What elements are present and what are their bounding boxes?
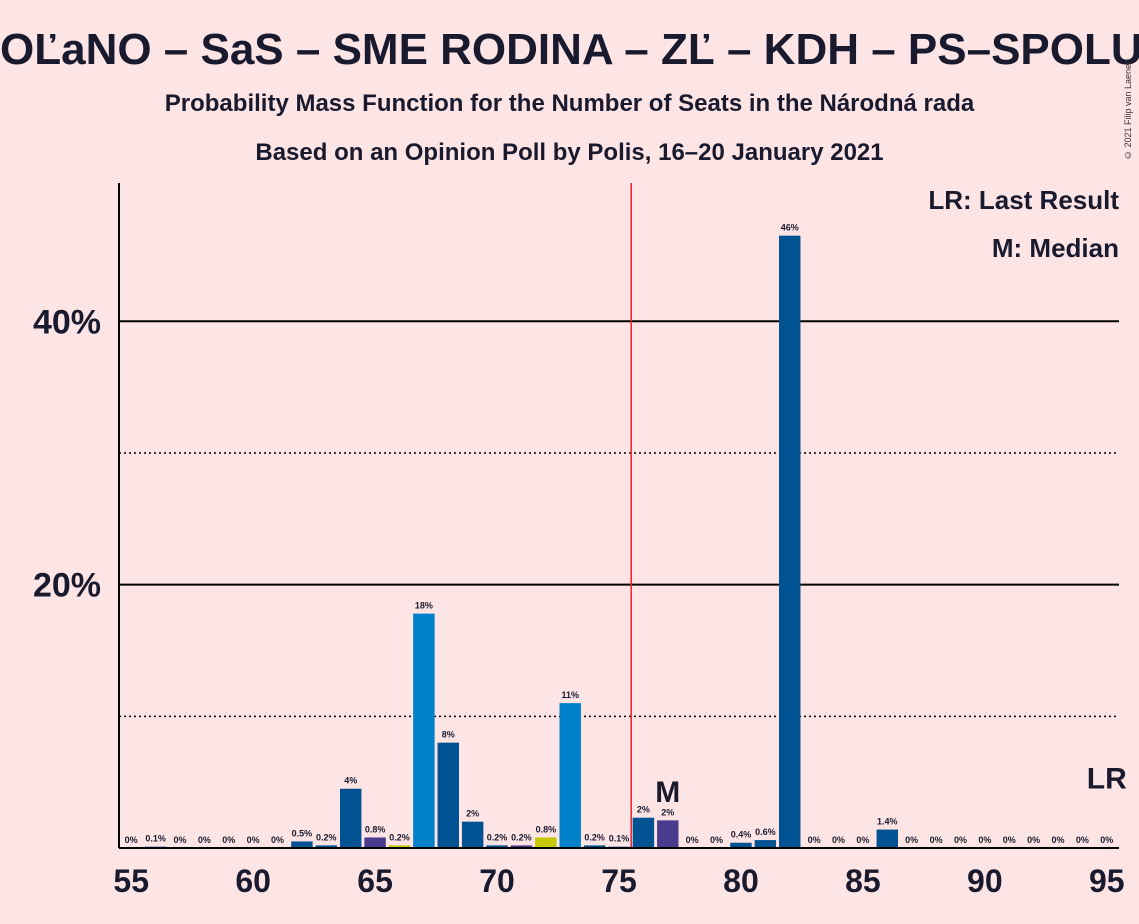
bar-value-label: 0% (173, 835, 186, 845)
chart-subtitle: Probability Mass Function for the Number… (164, 90, 975, 117)
bar-value-label: 11% (561, 690, 579, 700)
legend-last-result: LR: Last Result (928, 185, 1119, 215)
x-tick-label: 80 (723, 863, 759, 899)
bar-seats-67 (413, 613, 435, 848)
chart-title: OĽaNO – SaS – SME RODINA – ZĽ – KDH – PS… (0, 25, 1139, 74)
bar-seats-74 (583, 845, 606, 848)
bar-seats-73 (559, 703, 581, 848)
bar-seats-62 (291, 841, 313, 848)
bar-seats-77 (657, 820, 679, 848)
bar-value-label: 0.6% (755, 827, 776, 837)
bar-seats-64 (339, 788, 362, 848)
last-result-marker: LR (1087, 763, 1127, 796)
bar-seats-72 (535, 837, 557, 848)
bar-value-label: 0.1% (609, 834, 630, 844)
bar-value-label: 0% (905, 835, 918, 845)
bar-value-label: 0.2% (511, 832, 532, 842)
bar-value-label: 2% (661, 807, 674, 817)
bar-seats-68 (437, 742, 459, 848)
bar-value-label: 0% (1027, 835, 1040, 845)
bar-seats-69 (461, 821, 484, 848)
y-tick-label: 20% (33, 567, 101, 605)
bar-value-label: 0% (832, 835, 845, 845)
bar-value-label: 0% (1052, 835, 1065, 845)
bar-value-label: 0.5% (292, 828, 313, 838)
bar-value-label: 0% (686, 835, 699, 845)
bar-value-label: 0% (247, 835, 260, 845)
x-tick-label: 85 (845, 863, 881, 899)
bar-seats-71 (510, 845, 533, 848)
bar-seats-81 (754, 840, 777, 848)
chart-source-subtitle: Based on an Opinion Poll by Polis, 16–20… (255, 139, 884, 166)
bar-value-label: 46% (781, 223, 799, 233)
bar-value-label: 0.2% (389, 832, 410, 842)
x-tick-label: 90 (967, 863, 1003, 899)
y-tick-label: 40% (33, 303, 101, 341)
x-tick-label: 75 (601, 863, 637, 899)
bar-value-label: 0.1% (145, 834, 166, 844)
bar-value-label: 0.8% (536, 824, 557, 834)
bar-value-label: 0% (856, 835, 869, 845)
bar-seats-82 (779, 235, 801, 848)
bar-value-label: 0% (808, 835, 821, 845)
bar-value-label: 0% (125, 835, 138, 845)
x-tick-label: 65 (357, 863, 393, 899)
bar-value-label: 1.4% (877, 817, 898, 827)
bar-value-label: 0.2% (316, 832, 337, 842)
bar-value-label: 18% (415, 601, 433, 611)
bar-value-label: 0% (710, 835, 723, 845)
bar-value-label: 0% (1100, 835, 1113, 845)
bar-seats-63 (315, 845, 338, 848)
bar-value-label: 0.4% (731, 830, 752, 840)
bar-value-label: 0% (271, 835, 284, 845)
bar-seats-70 (486, 845, 508, 848)
bar-value-label: 0.2% (487, 832, 508, 842)
bar-value-label: 0% (198, 835, 211, 845)
bar-value-label: 0% (978, 835, 991, 845)
median-marker: M (655, 776, 680, 809)
x-tick-label: 70 (479, 863, 515, 899)
bar-value-label: 8% (442, 730, 455, 740)
bar-value-label: 0% (222, 835, 235, 845)
bar-value-label: 0% (1076, 835, 1089, 845)
bar-value-label: 0% (930, 835, 943, 845)
bar-value-label: 2% (637, 805, 650, 815)
bar-value-label: 0% (1003, 835, 1016, 845)
bar-seats-80 (730, 842, 752, 848)
bar-value-label: 0.8% (365, 824, 386, 834)
bar-value-label: 0.2% (584, 832, 605, 842)
bar-seats-86 (876, 829, 899, 848)
bar-value-label: 2% (466, 809, 479, 819)
bar-seats-65 (364, 837, 386, 848)
bar-value-label: 4% (344, 776, 357, 786)
bar-seats-76 (632, 817, 655, 848)
x-tick-label: 55 (113, 863, 149, 899)
x-tick-label: 60 (235, 863, 271, 899)
bar-value-label: 0% (954, 835, 967, 845)
bar-seats-66 (388, 845, 411, 848)
legend-median: M: Median (991, 233, 1119, 263)
x-tick-label: 95 (1089, 863, 1125, 899)
